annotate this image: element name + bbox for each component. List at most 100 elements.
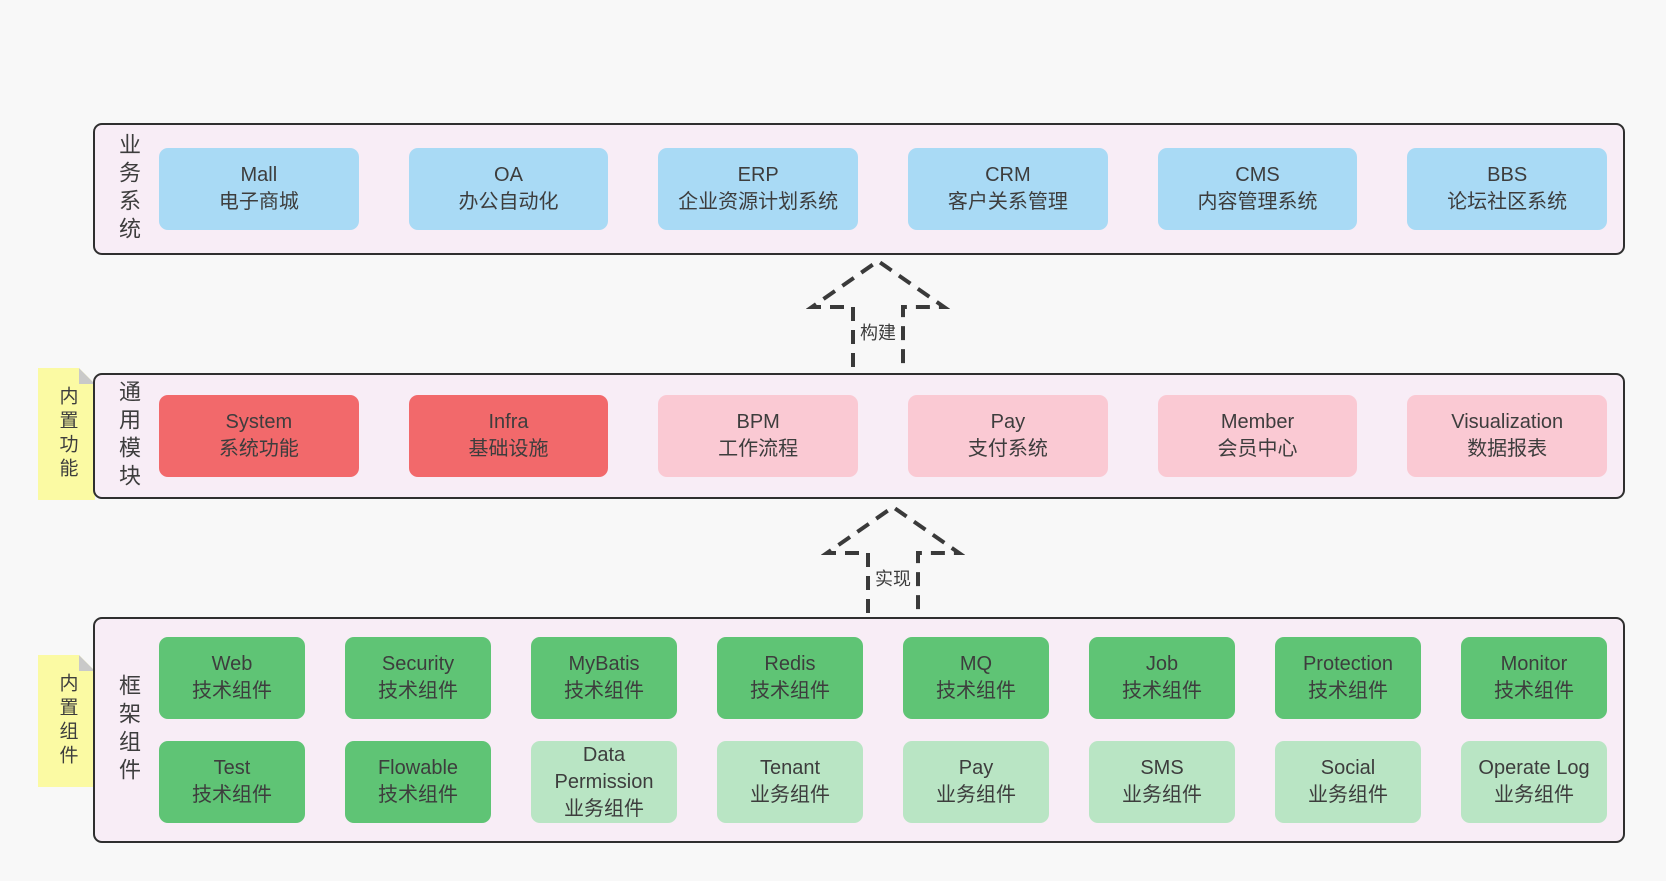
box-mybatis: MyBatis 技术组件 [531, 637, 677, 719]
box-pay-system: Pay 支付系统 [908, 395, 1108, 477]
box-title: CMS [1235, 164, 1280, 186]
box-title: Protection [1302, 653, 1394, 675]
arrow-label: 实现 [872, 565, 914, 591]
arrow-implement: 实现 [821, 503, 965, 615]
box-member: Member 会员中心 [1157, 395, 1358, 477]
box-title: BPM [736, 411, 780, 433]
box-subtitle: 业务组件 [1122, 784, 1202, 806]
box-subtitle: 业务组件 [1494, 784, 1574, 806]
box-subtitle: 技术组件 [564, 680, 644, 702]
box-test: Test 技术组件 [159, 741, 305, 823]
box-system: System 系统功能 [159, 395, 359, 477]
box-title: MQ [959, 653, 993, 675]
box-subtitle: 基础设施 [468, 438, 549, 460]
box-monitor: Monitor 技术组件 [1461, 637, 1607, 719]
box-subtitle: 技术组件 [378, 784, 458, 806]
box-cms: CMS 内容管理系统 [1157, 148, 1358, 230]
box-title: Security [381, 653, 455, 675]
box-title: Pay [990, 411, 1026, 433]
box-title: BBS [1487, 164, 1528, 186]
box-title: System [225, 411, 293, 433]
box-title: Web [211, 653, 253, 675]
box-subtitle: 业务组件 [750, 784, 830, 806]
box-title: Social [1320, 757, 1376, 779]
sticky-note-built-in-functions: 内置功能 [38, 368, 95, 500]
box-subtitle: 技术组件 [378, 680, 458, 702]
box-subtitle: 工作流程 [718, 438, 799, 460]
box-tenant: Tenant 业务组件 [717, 741, 863, 823]
box-sms: SMS 业务组件 [1089, 741, 1235, 823]
box-subtitle: 电子商城 [218, 191, 299, 213]
up-arrow-icon [806, 258, 950, 367]
box-title: Job [1145, 653, 1179, 675]
box-title: Mall [240, 164, 278, 186]
box-subtitle: 系统功能 [218, 438, 299, 460]
box-social: Social 业务组件 [1275, 741, 1421, 823]
box-subtitle: 技术组件 [192, 784, 272, 806]
box-subtitle: 企业资源计划系统 [678, 191, 839, 213]
box-title: Operate Log [1478, 757, 1590, 779]
band-business-row: Mall 电子商城 OA 办公自动化 ERP 企业资源计划系统 CRM 客户关系… [159, 148, 1608, 230]
box-flowable: Flowable 技术组件 [345, 741, 491, 823]
band-label: 通用模块 [116, 380, 141, 492]
box-title: Monitor [1500, 653, 1568, 675]
band-label: 业务系统 [116, 133, 141, 245]
box-title: Flowable [377, 757, 459, 779]
box-subtitle: 内容管理系统 [1197, 191, 1318, 213]
box-visualization: Visualization 数据报表 [1407, 395, 1608, 477]
box-subtitle: 客户关系管理 [947, 191, 1068, 213]
box-data-permission: Data Permission 业务组件 [531, 741, 677, 823]
sticky-note-text: 内置功能 [56, 386, 78, 482]
box-title: Infra [488, 411, 529, 433]
box-title: Member [1220, 411, 1295, 433]
box-oa: OA 办公自动化 [408, 148, 609, 230]
box-title: Pay [958, 757, 994, 779]
box-bpm: BPM 工作流程 [658, 395, 859, 477]
band-common-modules: 通用模块 System 系统功能 Infra 基础设施 BPM 工作流程 Pay… [93, 373, 1625, 499]
band-business-systems: 业务系统 Mall 电子商城 OA 办公自动化 ERP 企业资源计划系统 CRM… [93, 123, 1625, 255]
band-modules-row: System 系统功能 Infra 基础设施 BPM 工作流程 Pay 支付系统… [159, 395, 1608, 477]
box-job: Job 技术组件 [1089, 637, 1235, 719]
band-label: 框架组件 [116, 674, 141, 786]
box-subtitle: 数据报表 [1467, 438, 1548, 460]
box-title: ERP [737, 164, 779, 186]
box-title: Visualization [1451, 411, 1564, 433]
box-subtitle: 技术组件 [1308, 680, 1388, 702]
box-erp: ERP 企业资源计划系统 [658, 148, 859, 230]
box-title: Test [213, 757, 251, 779]
box-subtitle: 技术组件 [1494, 680, 1574, 702]
box-pay-component: Pay 业务组件 [903, 741, 1049, 823]
box-bbs: BBS 论坛社区系统 [1407, 148, 1608, 230]
box-subtitle: 会员中心 [1217, 438, 1298, 460]
box-title: SMS [1140, 757, 1184, 779]
box-crm: CRM 客户关系管理 [908, 148, 1108, 230]
box-title: Data Permission [554, 743, 654, 793]
box-subtitle: 办公自动化 [458, 191, 559, 213]
box-subtitle: 技术组件 [192, 680, 272, 702]
box-infra: Infra 基础设施 [408, 395, 609, 477]
box-redis: Redis 技术组件 [717, 637, 863, 719]
box-subtitle: 业务组件 [564, 797, 644, 820]
box-subtitle: 技术组件 [1122, 680, 1202, 702]
box-title: Redis [764, 653, 816, 675]
box-mall: Mall 电子商城 [159, 148, 359, 230]
box-subtitle: 业务组件 [936, 784, 1016, 806]
box-subtitle: 论坛社区系统 [1447, 191, 1568, 213]
band-components-grid: Web 技术组件 Security 技术组件 MyBatis 技术组件 Redi… [159, 637, 1607, 823]
arrow-build: 构建 [806, 257, 950, 369]
sticky-note-text: 内置组件 [56, 673, 78, 769]
box-title: CRM [985, 164, 1031, 186]
box-title: Tenant [759, 757, 821, 779]
box-subtitle: 技术组件 [936, 680, 1016, 702]
box-web: Web 技术组件 [159, 637, 305, 719]
band-framework-components: 框架组件 Web 技术组件 Security 技术组件 MyBatis 技术组件… [93, 617, 1625, 843]
up-arrow-icon [821, 504, 965, 613]
box-protection: Protection 技术组件 [1275, 637, 1421, 719]
box-mq: MQ 技术组件 [903, 637, 1049, 719]
box-subtitle: 支付系统 [967, 438, 1048, 460]
box-subtitle: 业务组件 [1308, 784, 1388, 806]
box-security: Security 技术组件 [345, 637, 491, 719]
sticky-note-built-in-components: 内置组件 [38, 655, 95, 787]
box-title: OA [494, 164, 523, 186]
